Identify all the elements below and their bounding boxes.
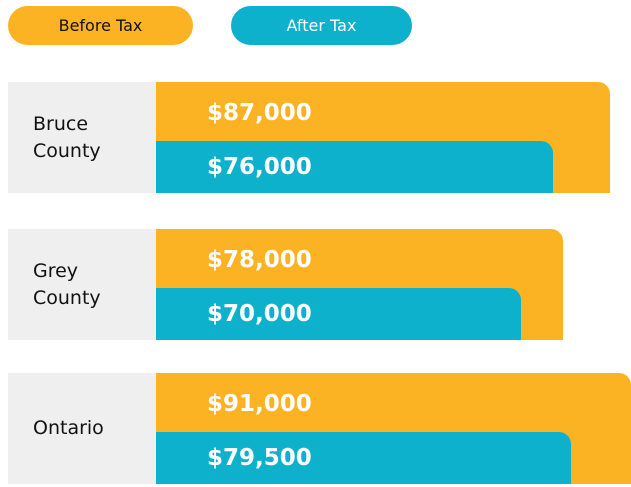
category-label: Grey County <box>33 259 101 309</box>
value-label: $70,000 <box>207 301 312 327</box>
category-label: Ontario <box>33 417 104 440</box>
bar <box>156 432 571 484</box>
bar <box>156 288 522 340</box>
value-label: $87,000 <box>207 100 312 126</box>
value-label: $79,500 <box>207 445 312 471</box>
value-label: $78,000 <box>207 247 312 273</box>
category-box: Grey County <box>8 229 156 340</box>
value-label: $91,000 <box>207 391 312 417</box>
category-box: Ontario <box>8 373 156 484</box>
value-label: $76,000 <box>207 154 312 180</box>
category-label: Bruce County <box>33 112 101 162</box>
category-box: Bruce County <box>8 82 156 193</box>
legend-item: Before Tax <box>8 6 193 45</box>
legend-item: After Tax <box>231 6 412 45</box>
bar <box>156 141 553 193</box>
